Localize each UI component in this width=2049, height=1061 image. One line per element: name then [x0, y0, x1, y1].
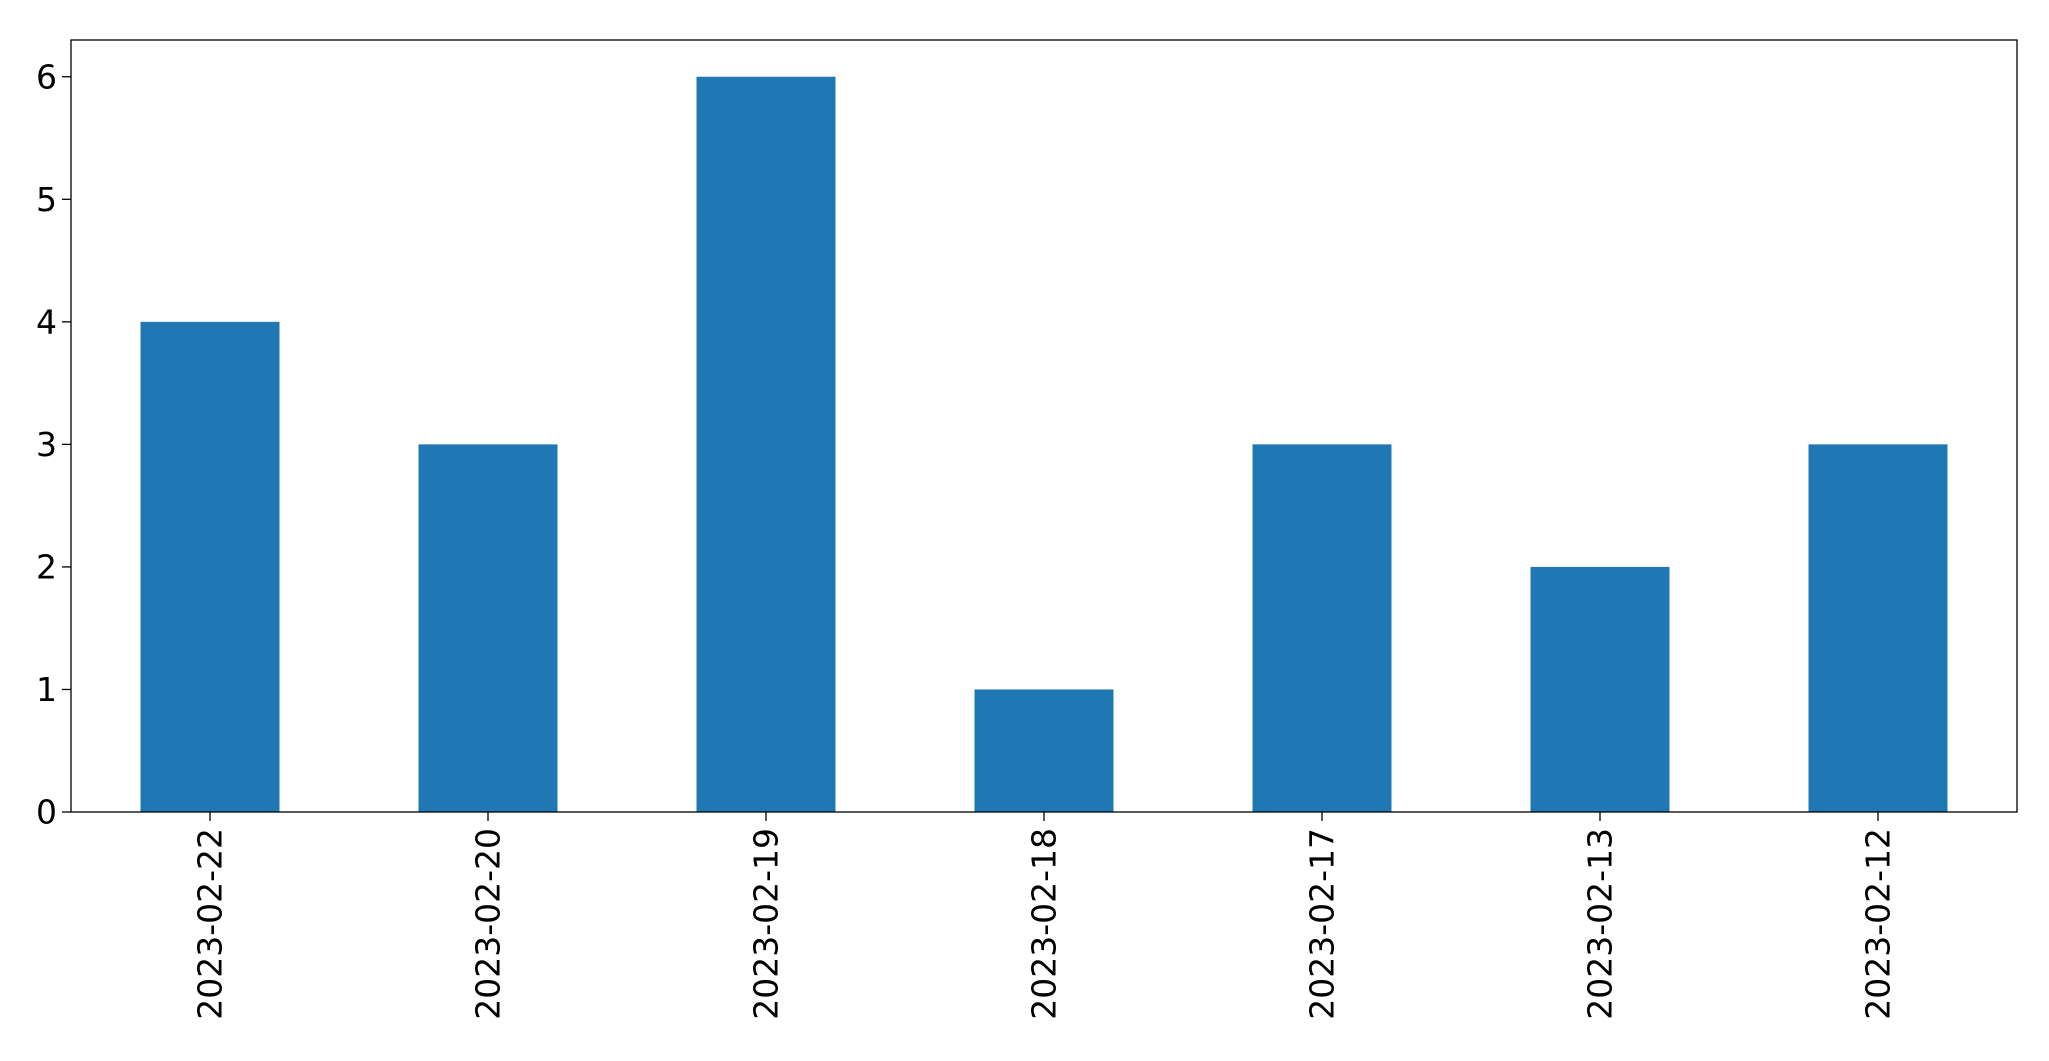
x-tick-label: 2023-02-22: [191, 828, 230, 1020]
y-tick-label: 6: [36, 57, 57, 96]
bar: [1252, 444, 1392, 812]
x-tick-label: 2023-02-20: [469, 828, 508, 1020]
bar: [140, 321, 280, 812]
bar: [1808, 444, 1948, 812]
bar: [974, 689, 1114, 812]
x-axis: 2023-02-22 2023-02-20 2023-02-19 2023-02-18…: [191, 812, 1898, 1020]
plot-frame: [70, 39, 2018, 813]
x-tick-label: 2023-02-13: [1581, 828, 1620, 1020]
bar: [418, 444, 558, 812]
y-tick-label: 0: [36, 793, 57, 832]
y-tick-label: 1: [36, 670, 57, 709]
y-tick-label: 4: [36, 302, 57, 341]
bars-group: [140, 76, 1948, 812]
y-tick-label: 2: [36, 547, 57, 586]
y-tick-label: 5: [36, 180, 57, 219]
x-tick-label: 2023-02-19: [747, 828, 786, 1020]
bar: [1530, 566, 1670, 812]
x-tick-label: 2023-02-18: [1025, 828, 1064, 1020]
y-tick-label: 3: [36, 425, 57, 464]
x-tick-label: 2023-02-12: [1859, 828, 1898, 1020]
bar: [696, 76, 836, 812]
y-axis: 0 1 2 3 4 5 6: [36, 57, 71, 832]
x-tick-label: 2023-02-17: [1303, 828, 1342, 1020]
